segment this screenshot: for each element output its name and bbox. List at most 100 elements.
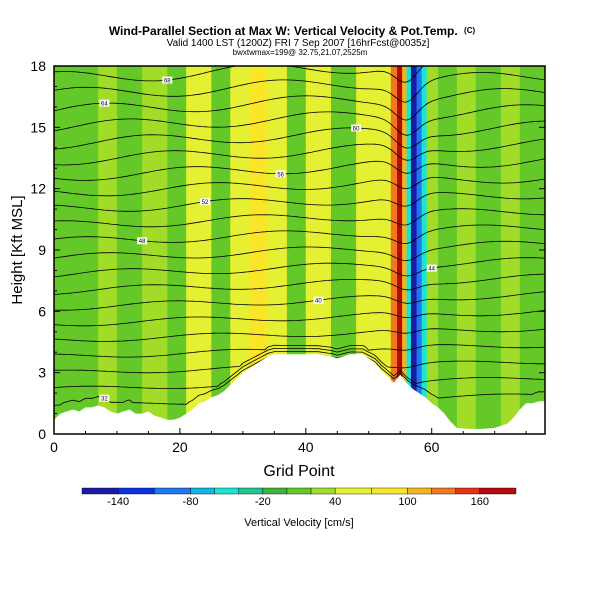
isentrope-line bbox=[54, 273, 545, 295]
contour-label-bg bbox=[426, 264, 437, 272]
y-axis: 0 3 6 9 12 15 18 bbox=[30, 58, 545, 442]
x-axis: 0 20 40 60 bbox=[50, 428, 527, 455]
x-axis-label: Grid Point bbox=[263, 463, 335, 480]
x-tick-label: 40 bbox=[298, 439, 314, 455]
chart-subtitle: Valid 1400 LST (1200Z) FRI 7 Sep 2007 [1… bbox=[167, 38, 430, 49]
velocity-column bbox=[456, 66, 477, 434]
velocity-column bbox=[421, 66, 428, 434]
velocity-column bbox=[437, 66, 458, 434]
colorbar-swatch bbox=[190, 487, 215, 495]
contour-label-bg bbox=[351, 124, 362, 132]
contour-label-bg bbox=[137, 237, 148, 245]
contour-label: 64 bbox=[101, 102, 108, 108]
colorbar-tick-label: -140 bbox=[107, 496, 129, 508]
x-tick-label: 20 bbox=[172, 439, 188, 455]
contour-label: 44 bbox=[428, 267, 435, 273]
contour-label: 60 bbox=[353, 126, 360, 132]
velocity-column bbox=[79, 66, 99, 434]
velocity-column bbox=[211, 66, 231, 434]
velocity-column bbox=[390, 66, 398, 434]
colorbar-tick-label: 160 bbox=[471, 496, 489, 508]
isentrope-line bbox=[54, 158, 545, 181]
colorbar-swatch bbox=[81, 487, 119, 495]
isentrope-line bbox=[54, 208, 545, 228]
y-tick-label: 6 bbox=[38, 303, 46, 319]
isentrope-line bbox=[54, 348, 545, 374]
isentrope-line bbox=[54, 257, 545, 278]
contour-label-bg bbox=[99, 394, 110, 402]
terrain-mask bbox=[54, 354, 545, 434]
colorbar-tick-label: -20 bbox=[255, 496, 271, 508]
contour-label: 56 bbox=[277, 172, 284, 178]
colorbar-swatch bbox=[214, 487, 239, 495]
colorbar-label: Vertical Velocity [cm/s] bbox=[244, 517, 353, 529]
contour-label-bg bbox=[99, 99, 110, 107]
colorbar bbox=[81, 487, 517, 495]
plot-area: 32 40 44 48 52 56 60 64 68 bbox=[54, 66, 545, 434]
y-tick-label: 3 bbox=[38, 365, 46, 381]
x-tick-label: 0 bbox=[50, 439, 58, 455]
velocity-column bbox=[98, 66, 118, 434]
isentrope-line bbox=[54, 66, 545, 83]
contour-label: 48 bbox=[139, 239, 146, 245]
y-tick-label: 15 bbox=[30, 119, 46, 135]
velocity-column bbox=[397, 66, 403, 434]
isentrope-line bbox=[54, 344, 545, 358]
contour-label: 52 bbox=[202, 200, 209, 206]
velocity-column bbox=[416, 66, 423, 434]
colorbar-swatch bbox=[117, 487, 155, 495]
velocity-column bbox=[116, 66, 143, 434]
velocity-column bbox=[406, 66, 412, 434]
velocity-column bbox=[410, 66, 418, 434]
contour-label: 32 bbox=[101, 397, 108, 403]
colorbar-tick-label: 40 bbox=[329, 496, 341, 508]
isentrope-line bbox=[54, 240, 545, 262]
isentrope-line bbox=[54, 310, 545, 327]
velocity-column bbox=[230, 66, 250, 434]
contour-label-bg bbox=[162, 76, 173, 84]
colorbar-ticks: -140 -80 -20 40 100 160 bbox=[107, 496, 489, 508]
colorbar-swatch bbox=[455, 487, 481, 495]
velocity-column bbox=[475, 66, 502, 434]
y-axis-label: Height [Kft MSL] bbox=[9, 195, 26, 304]
contour-label-bg bbox=[313, 296, 324, 304]
y-tick-label: 9 bbox=[38, 242, 46, 258]
colorbar-tick-label: 100 bbox=[398, 496, 416, 508]
isentrope-line bbox=[54, 351, 545, 389]
colorbar-swatch bbox=[334, 487, 372, 495]
velocity-column bbox=[381, 66, 392, 434]
chart-title: Wind-Parallel Section at Max W: Vertical… bbox=[109, 24, 476, 38]
colorbar-swatch bbox=[310, 487, 336, 495]
velocity-column bbox=[167, 66, 187, 434]
contour-label-bg bbox=[200, 198, 211, 206]
isentrope-line bbox=[54, 88, 545, 121]
contour-label: 40 bbox=[315, 299, 322, 305]
isentrope-line bbox=[54, 104, 545, 136]
y-tick-label: 12 bbox=[30, 181, 46, 197]
y-tick-label: 0 bbox=[38, 426, 46, 442]
velocity-column bbox=[186, 66, 212, 434]
isentrope-line bbox=[54, 328, 545, 342]
chart-subtitle-2: bwxtwmax=199@ 32.75,21.07,2525m bbox=[233, 48, 368, 57]
colorbar-swatch bbox=[154, 487, 191, 495]
colorbar-tick-label: -80 bbox=[183, 496, 199, 508]
contour-labels: 32 40 44 48 52 56 60 64 68 bbox=[99, 76, 437, 403]
colorbar-swatch bbox=[479, 487, 517, 495]
isentrope-line bbox=[54, 192, 545, 212]
contour-label: 68 bbox=[164, 79, 171, 85]
colorbar-swatch bbox=[262, 487, 288, 495]
isentrope-line bbox=[54, 138, 545, 166]
isentrope-line bbox=[54, 177, 545, 197]
colorbar-swatch bbox=[286, 487, 312, 495]
isentrope-line bbox=[54, 291, 545, 311]
colorbar-swatch bbox=[238, 487, 264, 495]
velocity-column bbox=[500, 66, 521, 434]
contour-label-bg bbox=[275, 170, 286, 178]
isentrope-line bbox=[54, 120, 545, 150]
colorbar-swatch bbox=[431, 487, 456, 495]
isentrope-line bbox=[54, 72, 545, 103]
velocity-column bbox=[286, 66, 307, 434]
velocity-column bbox=[402, 66, 408, 434]
colorbar-swatch bbox=[407, 487, 432, 495]
